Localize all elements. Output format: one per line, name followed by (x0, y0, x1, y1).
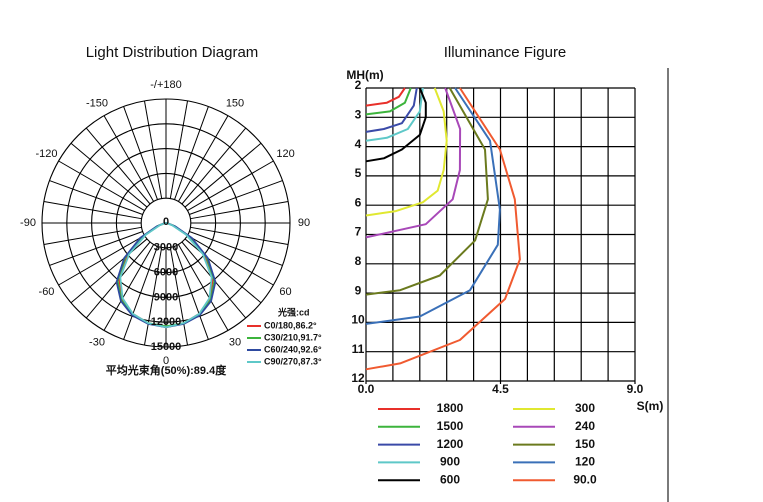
isolux-curve (365, 87, 462, 239)
isolux-curve (365, 87, 501, 325)
y-tick-label: 12 (351, 371, 365, 385)
legend-title: 光强:cd (277, 306, 310, 317)
intensity-curve (119, 222, 213, 329)
radial-tick-label: 15000 (151, 341, 182, 353)
radial-tick-label: 6000 (154, 267, 178, 279)
ring (115, 172, 217, 274)
legend-label: 240 (575, 419, 595, 433)
radial-tick-label: 9000 (154, 291, 178, 303)
legend-label: 1200 (437, 437, 464, 451)
isolux-curve (365, 87, 406, 107)
isolux-curve (365, 87, 448, 217)
ring (91, 148, 241, 298)
x-tick-label: 9.0 (627, 382, 644, 396)
ring (140, 197, 192, 249)
ring (41, 98, 291, 348)
isolux-curve (365, 87, 489, 296)
legend-label: C0/180,86.2° (264, 320, 317, 330)
y-tick-label: 5 (355, 166, 362, 180)
angle-tick-label: 60 (279, 286, 291, 298)
angle-tick-label: 90 (298, 217, 310, 229)
legend-label: 120 (575, 455, 595, 469)
y-tick-label: 8 (355, 254, 362, 268)
angle-tick-label: 0 (163, 355, 169, 367)
y-tick-label: 7 (355, 225, 362, 239)
y-axis-label: MH(m) (346, 68, 383, 82)
angle-tick-label: -150 (86, 97, 108, 109)
angle-tick-label: 30 (229, 336, 241, 348)
angle-tick-label: -60 (39, 286, 55, 298)
angle-tick-label: -30 (89, 336, 105, 348)
y-tick-label: 6 (355, 195, 362, 209)
legend-label: C30/210,91.7° (264, 332, 322, 342)
radial-tick-label: 3000 (154, 242, 178, 254)
legend-label: 1500 (437, 419, 464, 433)
isolux-curve (365, 87, 521, 371)
legend-label: 90.0 (573, 472, 597, 486)
angle-tick-label: -120 (35, 148, 57, 160)
isolux-curve (365, 87, 418, 133)
y-tick-label: 10 (351, 313, 365, 327)
legend-label: C60/240,92.6° (264, 344, 322, 354)
ring (66, 123, 266, 323)
x-tick-label: 4.5 (492, 382, 509, 396)
angle-tick-label: 150 (226, 97, 244, 109)
x-axis-label: S(m) (637, 399, 664, 413)
radial-tick-label: 0 (163, 216, 169, 228)
y-tick-label: 4 (355, 137, 362, 151)
note: 平均光束角(50%):89.4度 (106, 363, 227, 377)
legend-label: 1800 (437, 401, 464, 415)
legend-label: 150 (575, 437, 595, 451)
legend-label: 600 (440, 472, 460, 486)
angle-tick-label: -90 (20, 217, 36, 229)
legend-label: C90/270,87.3° (264, 356, 322, 366)
legend-label: 300 (575, 401, 595, 415)
legend-label: 900 (440, 455, 460, 469)
y-tick-label: 11 (352, 342, 365, 356)
angle-tick-label: 120 (276, 148, 294, 160)
y-tick-label: 2 (355, 78, 362, 92)
y-tick-label: 3 (355, 107, 362, 121)
y-tick-label: 9 (355, 283, 362, 297)
isolux-curve (365, 87, 412, 116)
isolux-curve (365, 87, 427, 163)
chart-title: Illuminance Figure (444, 44, 567, 61)
angle-tick-label: -/+180 (150, 79, 182, 91)
isolux-curve (365, 87, 424, 142)
chart-title: Light Distribution Diagram (86, 44, 259, 61)
radial-tick-label: 12000 (151, 316, 182, 328)
x-tick-label: 0.0 (358, 382, 375, 396)
